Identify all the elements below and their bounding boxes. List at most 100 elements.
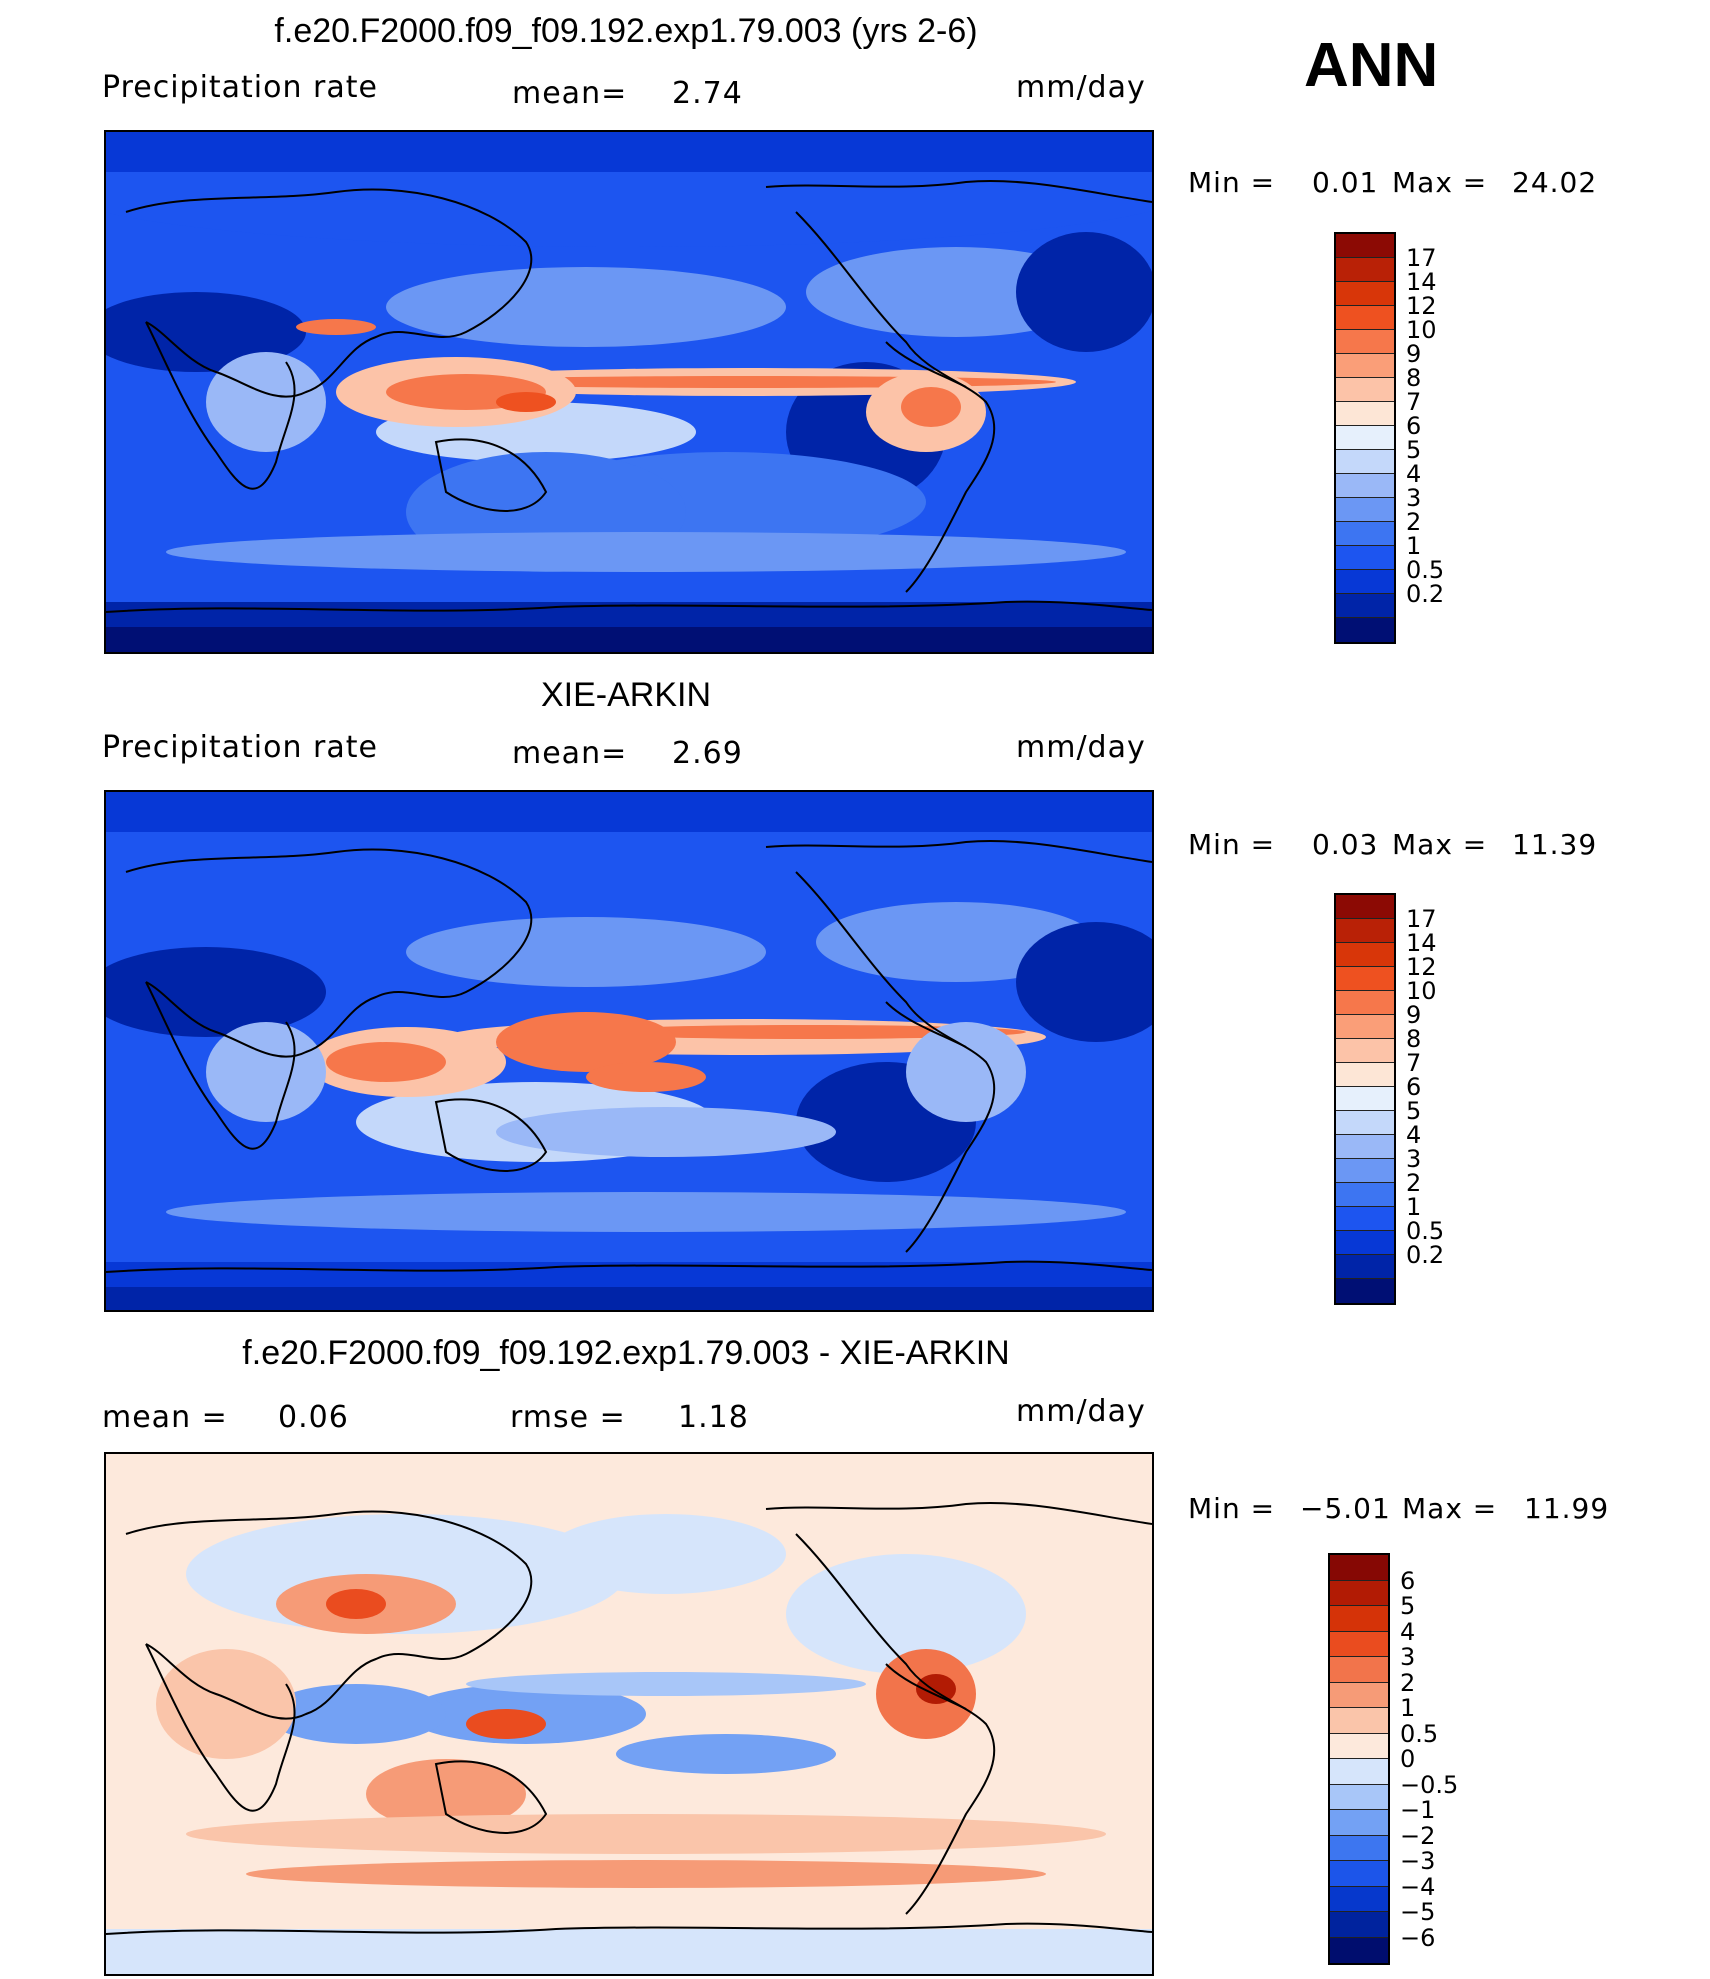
colorbar-segment [1336,330,1394,354]
colorbar-tick-label: −1 [1400,1796,1436,1824]
colorbar-segment [1336,498,1394,522]
panel-1-mean-value: 2.74 [672,76,743,111]
panel-1-units: mm/day [1016,70,1146,105]
colorbar-segment [1336,943,1394,967]
colorbar-tick-label: −6 [1400,1923,1436,1952]
colorbar-tick-label: 0.5 [1406,1217,1445,1245]
panel-1-mean-label: mean= [512,76,628,111]
colorbar-tick-label: 8 [1406,1025,1422,1053]
colorbar-tick-label: 12 [1406,953,1437,981]
colorbar-tick-label: 0.2 [1406,1241,1445,1269]
colorbar-segment [1336,1159,1394,1183]
colorbar-tick-label: −4 [1400,1872,1436,1901]
colorbar-segment [1336,895,1394,919]
colorbar-segment [1336,594,1394,618]
colorbar-segment [1336,306,1394,330]
colorbar-segment [1336,378,1394,402]
panel-1-min-value: 0.01 [1312,166,1379,199]
colorbar-tick-label: 4 [1406,460,1422,488]
panel-1-min-label: Min = [1188,166,1276,199]
colorbar-tick-label: 9 [1406,1001,1422,1029]
colorbar-tick-label: 12 [1406,292,1437,320]
panel-3-map [104,1452,1154,1976]
colorbar-tick-label: 5 [1406,1097,1422,1125]
panel-3-mean-value: 0.06 [278,1400,349,1435]
colorbar-segment [1330,1733,1388,1759]
colorbar-tick-label: 4 [1406,1121,1422,1149]
colorbar-segment [1336,1255,1394,1279]
colorbar-segment [1336,618,1394,642]
panel-1-max-value: 24.02 [1512,166,1598,199]
colorbar-segment [1336,522,1394,546]
colorbar-tick-label: −0.5 [1400,1770,1459,1799]
panel-3-min-value: −5.01 [1300,1492,1391,1525]
colorbar-segment [1336,474,1394,498]
colorbar-segment [1336,967,1394,991]
panel-2-map [104,790,1154,1312]
colorbar-tick-label: 3 [1406,1145,1422,1173]
colorbar-segment [1330,1682,1388,1708]
colorbar-tick-label: 0 [1400,1745,1416,1773]
colorbar-segment [1330,1886,1388,1912]
panel-2-map-field [106,792,1152,1310]
colorbar-tick-label: 2 [1406,508,1422,536]
panel-1-max-label: Max = [1392,166,1488,199]
colorbar-tick-label: 9 [1406,340,1422,368]
panel-2-units: mm/day [1016,730,1146,765]
colorbar-tick-label: 2 [1406,1169,1422,1197]
colorbar-segment [1330,1657,1388,1683]
season-label: ANN [1304,31,1439,100]
colorbar-tick-label: 1 [1406,532,1422,560]
colorbar-segment [1336,1111,1394,1135]
panel-2-mean-value: 2.69 [672,736,743,771]
colorbar-segment [1336,570,1394,594]
colorbar-segment [1330,1759,1388,1785]
colorbar-segment [1336,1183,1394,1207]
colorbar-segment [1336,282,1394,306]
panel-1-title: f.e20.F2000.f09_f09.192.exp1.79.003 (yrs… [274,12,978,50]
panel-2-max-value: 11.39 [1512,828,1598,861]
colorbar-segment [1336,991,1394,1015]
panel-2-colorbar [1334,893,1396,1305]
colorbar-segment [1336,1039,1394,1063]
panel-2-title: XIE-ARKIN [540,676,712,714]
colorbar-segment [1336,1279,1394,1303]
colorbar-segment [1330,1708,1388,1734]
panel-3-max-label: Max = [1402,1492,1498,1525]
panel-3-units: mm/day [1016,1394,1146,1429]
colorbar-tick-label: 5 [1406,436,1422,464]
colorbar-segment [1330,1606,1388,1632]
colorbar-tick-label: 0.2 [1406,580,1445,608]
colorbar-segment [1336,1231,1394,1255]
colorbar-tick-label: −5 [1400,1898,1436,1926]
colorbar-tick-label: 1 [1400,1694,1416,1722]
colorbar-tick-label: 7 [1406,1049,1422,1077]
colorbar-tick-label: 5 [1400,1592,1416,1620]
colorbar-segment [1330,1810,1388,1836]
colorbar-segment [1330,1835,1388,1861]
colorbar-tick-label: 2 [1400,1668,1416,1697]
panel-2-max-label: Max = [1392,828,1488,861]
colorbar-segment [1330,1631,1388,1657]
panel-3-rmse-label: rmse = [510,1400,626,1435]
colorbar-tick-label: 10 [1406,977,1437,1005]
colorbar-segment [1336,919,1394,943]
panel-3-map-field [106,1454,1152,1974]
panel-3-mean-label: mean = [102,1400,228,1435]
colorbar-tick-label: 10 [1406,316,1437,344]
colorbar-segment [1336,402,1394,426]
colorbar-tick-label: −2 [1400,1821,1436,1850]
panel-3-colorbar [1328,1553,1390,1965]
colorbar-tick-label: 6 [1400,1566,1416,1595]
panel-3-title: f.e20.F2000.f09_f09.192.exp1.79.003 - XI… [242,1334,1010,1372]
colorbar-segment [1336,234,1394,258]
colorbar-segment [1330,1580,1388,1606]
colorbar-tick-label: 1 [1406,1193,1422,1221]
colorbar-tick-label: 17 [1406,244,1437,272]
colorbar-segment [1336,1015,1394,1039]
panel-3-max-value: 11.99 [1524,1492,1610,1525]
colorbar-segment [1336,1063,1394,1087]
panel-1-colorbar [1334,232,1396,644]
colorbar-tick-label: −3 [1400,1847,1436,1875]
colorbar-segment [1336,354,1394,378]
